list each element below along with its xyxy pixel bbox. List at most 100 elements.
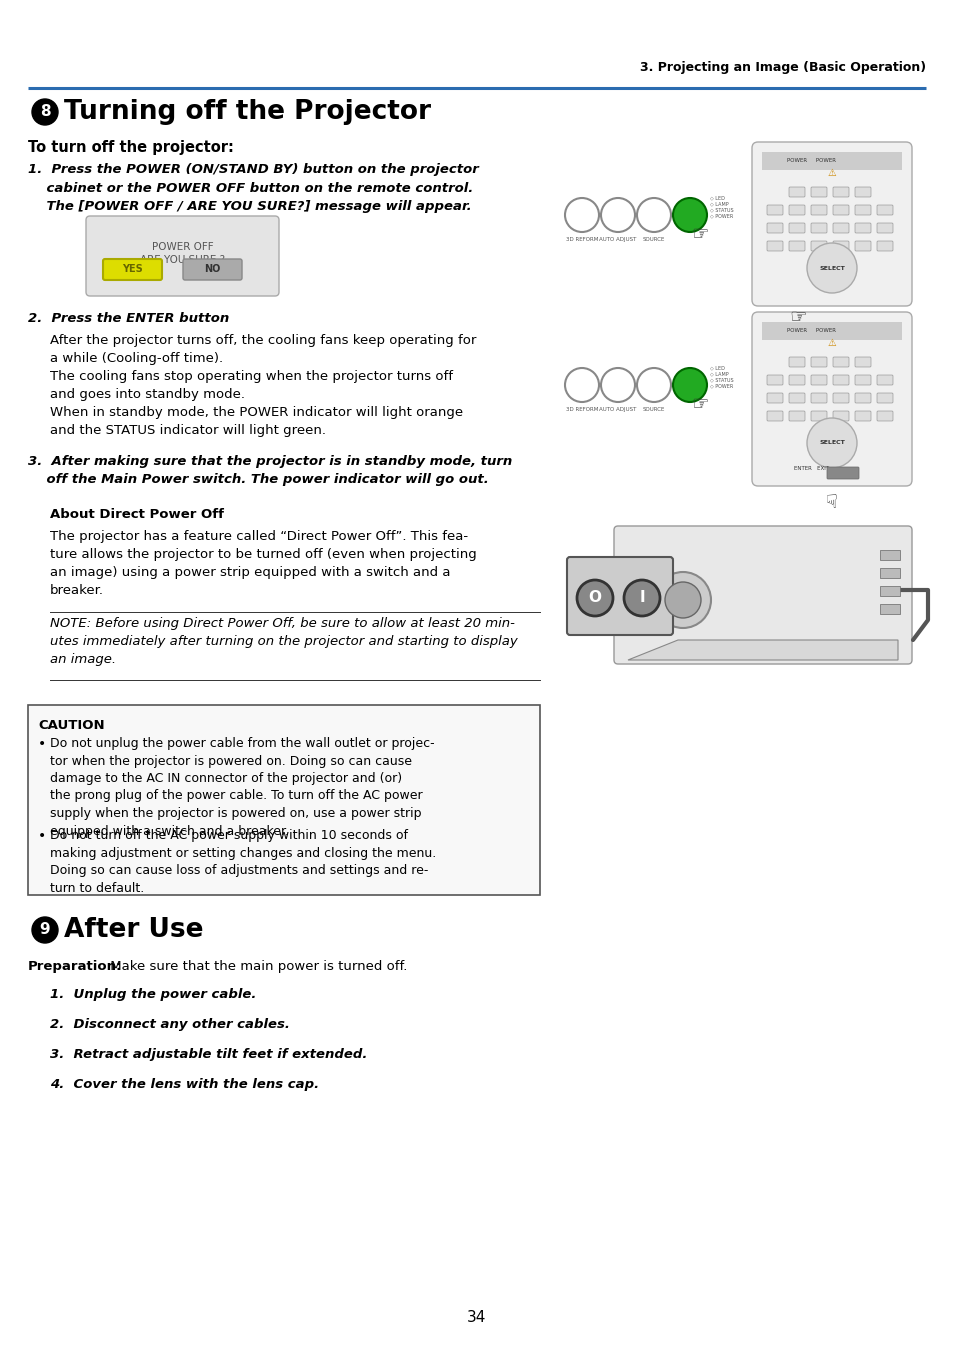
- Circle shape: [806, 418, 856, 468]
- FancyBboxPatch shape: [766, 222, 782, 233]
- Text: NO: NO: [204, 264, 220, 274]
- Text: SELECT: SELECT: [819, 441, 844, 445]
- Text: Preparation:: Preparation:: [28, 960, 122, 973]
- FancyBboxPatch shape: [788, 205, 804, 214]
- Text: 3. Projecting an Image (Basic Operation): 3. Projecting an Image (Basic Operation): [639, 61, 925, 74]
- Text: 3D REFORM: 3D REFORM: [565, 237, 598, 243]
- Text: POWER     POWER: POWER POWER: [786, 328, 836, 333]
- FancyBboxPatch shape: [614, 526, 911, 665]
- FancyBboxPatch shape: [854, 357, 870, 367]
- Circle shape: [655, 572, 710, 628]
- FancyBboxPatch shape: [854, 222, 870, 233]
- FancyBboxPatch shape: [854, 187, 870, 197]
- FancyBboxPatch shape: [810, 241, 826, 251]
- Bar: [879, 568, 899, 578]
- FancyBboxPatch shape: [751, 142, 911, 306]
- Circle shape: [32, 917, 58, 944]
- Bar: [879, 550, 899, 559]
- Text: •: •: [38, 737, 46, 751]
- Circle shape: [577, 580, 613, 616]
- FancyBboxPatch shape: [876, 241, 892, 251]
- Text: 3.  After making sure that the projector is in standby mode, turn
    off the Ma: 3. After making sure that the projector …: [28, 456, 512, 487]
- FancyBboxPatch shape: [766, 411, 782, 421]
- Text: ⚠: ⚠: [827, 168, 836, 178]
- FancyBboxPatch shape: [788, 411, 804, 421]
- FancyBboxPatch shape: [810, 394, 826, 403]
- Text: 4.  Cover the lens with the lens cap.: 4. Cover the lens with the lens cap.: [50, 1078, 319, 1091]
- Text: 9: 9: [40, 922, 51, 937]
- FancyBboxPatch shape: [810, 375, 826, 386]
- FancyBboxPatch shape: [832, 241, 848, 251]
- FancyBboxPatch shape: [751, 311, 911, 487]
- Bar: [879, 604, 899, 613]
- FancyBboxPatch shape: [788, 187, 804, 197]
- FancyBboxPatch shape: [854, 375, 870, 386]
- FancyBboxPatch shape: [832, 375, 848, 386]
- Bar: [761, 152, 901, 170]
- FancyBboxPatch shape: [810, 187, 826, 197]
- FancyBboxPatch shape: [854, 411, 870, 421]
- FancyBboxPatch shape: [810, 222, 826, 233]
- Text: 34: 34: [467, 1310, 486, 1325]
- Text: AUTO ADJUST: AUTO ADJUST: [598, 407, 636, 412]
- FancyBboxPatch shape: [183, 259, 242, 280]
- Text: ◇ LED
◇ LAMP
◇ STATUS
◇ POWER: ◇ LED ◇ LAMP ◇ STATUS ◇ POWER: [709, 365, 733, 388]
- FancyBboxPatch shape: [854, 394, 870, 403]
- Text: ☞: ☞: [691, 395, 708, 414]
- FancyBboxPatch shape: [766, 205, 782, 214]
- FancyBboxPatch shape: [103, 259, 162, 280]
- FancyBboxPatch shape: [832, 357, 848, 367]
- FancyBboxPatch shape: [876, 411, 892, 421]
- Text: After Use: After Use: [64, 917, 203, 944]
- FancyBboxPatch shape: [826, 466, 858, 479]
- Text: ⚠: ⚠: [827, 338, 836, 348]
- Circle shape: [600, 198, 635, 232]
- FancyBboxPatch shape: [788, 375, 804, 386]
- Circle shape: [637, 198, 670, 232]
- Text: POWER     POWER: POWER POWER: [786, 158, 836, 163]
- Text: Do not unplug the power cable from the wall outlet or projec-
tor when the proje: Do not unplug the power cable from the w…: [50, 737, 435, 837]
- Text: Turning off the Projector: Turning off the Projector: [64, 98, 431, 125]
- FancyBboxPatch shape: [810, 205, 826, 214]
- Text: ☞: ☞: [788, 307, 806, 328]
- FancyBboxPatch shape: [832, 205, 848, 214]
- FancyBboxPatch shape: [810, 357, 826, 367]
- Text: 1.  Press the POWER (ON/STAND BY) button on the projector
    cabinet or the POW: 1. Press the POWER (ON/STAND BY) button …: [28, 163, 478, 213]
- Text: The projector has a feature called “Direct Power Off”. This fea-
ture allows the: The projector has a feature called “Dire…: [50, 530, 476, 597]
- FancyBboxPatch shape: [788, 222, 804, 233]
- FancyBboxPatch shape: [788, 357, 804, 367]
- FancyBboxPatch shape: [854, 241, 870, 251]
- Bar: [28, 705, 539, 895]
- FancyBboxPatch shape: [810, 411, 826, 421]
- Circle shape: [600, 368, 635, 402]
- FancyBboxPatch shape: [788, 241, 804, 251]
- Text: ENTER   EXIT: ENTER EXIT: [794, 466, 829, 470]
- Text: About Direct Power Off: About Direct Power Off: [50, 508, 224, 520]
- Text: ☞: ☞: [691, 225, 708, 244]
- FancyBboxPatch shape: [766, 241, 782, 251]
- Text: 1.  Unplug the power cable.: 1. Unplug the power cable.: [50, 988, 256, 1002]
- Text: Make sure that the main power is turned off.: Make sure that the main power is turned …: [106, 960, 407, 973]
- Text: O: O: [588, 590, 601, 605]
- Circle shape: [32, 98, 58, 125]
- Text: CAUTION: CAUTION: [38, 718, 105, 732]
- FancyBboxPatch shape: [766, 394, 782, 403]
- FancyBboxPatch shape: [766, 375, 782, 386]
- Text: 2.  Press the ENTER button: 2. Press the ENTER button: [28, 311, 229, 325]
- Circle shape: [637, 368, 670, 402]
- Text: To turn off the projector:: To turn off the projector:: [28, 140, 233, 155]
- Circle shape: [564, 198, 598, 232]
- Text: •: •: [38, 829, 46, 842]
- FancyBboxPatch shape: [788, 394, 804, 403]
- Circle shape: [806, 243, 856, 293]
- Text: ☟: ☟: [825, 493, 837, 512]
- FancyBboxPatch shape: [876, 375, 892, 386]
- Circle shape: [623, 580, 659, 616]
- FancyBboxPatch shape: [832, 187, 848, 197]
- FancyBboxPatch shape: [86, 216, 278, 297]
- FancyBboxPatch shape: [854, 205, 870, 214]
- Text: SOURCE: SOURCE: [642, 237, 664, 243]
- FancyBboxPatch shape: [566, 557, 672, 635]
- Bar: [761, 322, 901, 340]
- Circle shape: [672, 368, 706, 402]
